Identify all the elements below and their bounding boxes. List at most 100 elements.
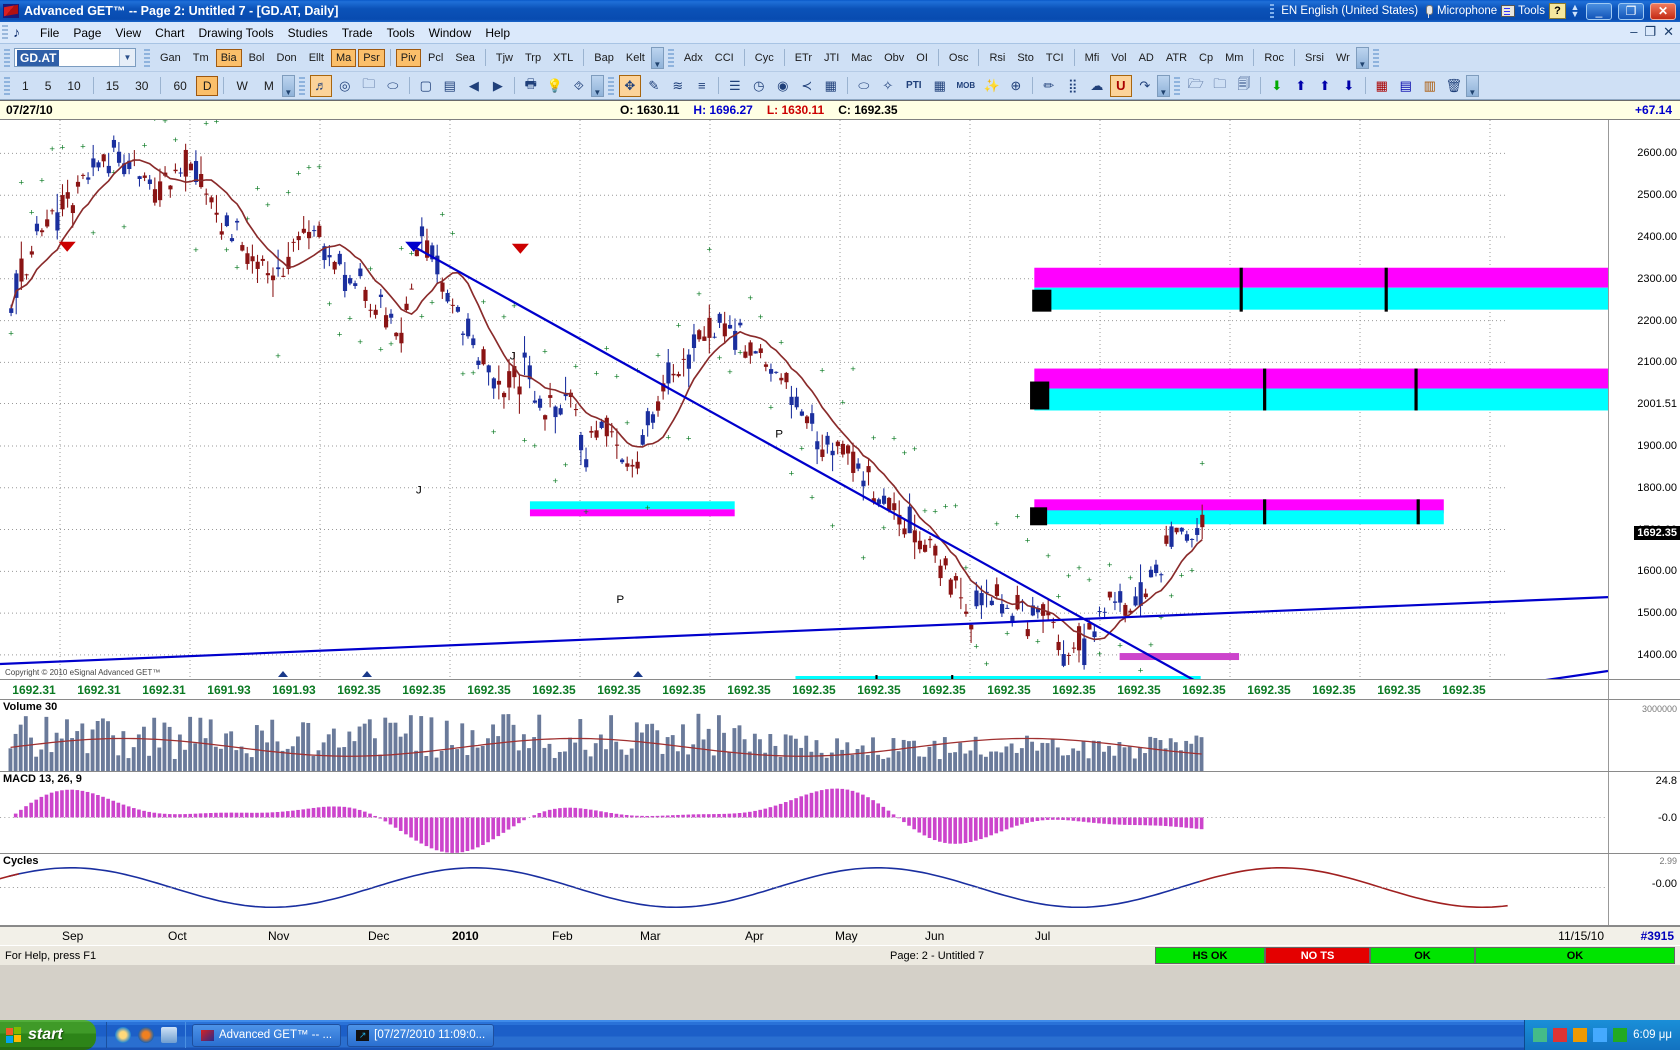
zoom-in-icon[interactable]: ⊕ xyxy=(1010,77,1022,93)
study-button-bia[interactable]: Bia xyxy=(215,48,242,67)
extra-toolbar-grip[interactable] xyxy=(1173,76,1180,95)
timeframe-button-5[interactable]: 5 xyxy=(44,78,52,93)
timeframe-button-w[interactable]: W xyxy=(236,78,248,93)
indicator-button-srsi[interactable]: Srsi xyxy=(1304,51,1324,64)
pencil-icon[interactable]: ✎ xyxy=(648,77,660,93)
menu-bar-grip[interactable] xyxy=(2,24,8,41)
timeframe-button-d[interactable]: D xyxy=(195,75,219,96)
extra-toolbar-overflow[interactable]: ▼ xyxy=(1465,74,1479,97)
parallel-lines-icon[interactable]: ☰ xyxy=(728,77,741,93)
status-cell-ts[interactable]: NO TS xyxy=(1265,947,1370,964)
redo-icon[interactable]: ↷ xyxy=(1139,77,1151,93)
timeframe-button-1[interactable]: 1 xyxy=(22,78,29,93)
crosshair-target-icon[interactable]: ✥ xyxy=(618,74,641,97)
tile-icon[interactable]: ⣿ xyxy=(1068,77,1078,93)
volume-pane[interactable]: Volume 30 3000000 xyxy=(0,700,1680,772)
camera-icon[interactable]: ◎ xyxy=(339,77,351,93)
bulb-icon[interactable]: 💡 xyxy=(546,77,563,93)
window-restore-button[interactable]: ❐ xyxy=(1618,2,1644,20)
indicator-button-adx[interactable]: Adx xyxy=(683,51,703,64)
indicator-button-mac[interactable]: Mac xyxy=(851,51,873,64)
window-minimize-button[interactable]: _ xyxy=(1586,2,1612,20)
folder-new-icon[interactable]: 🗀 xyxy=(1213,75,1227,91)
language-bar-expand-icon[interactable]: ▲ ▼ xyxy=(1570,2,1580,19)
trendline-set-icon[interactable]: ≋ xyxy=(672,77,684,93)
indicator-button-etr[interactable]: ETr xyxy=(794,51,813,64)
pti-icon[interactable]: PTI xyxy=(906,80,922,91)
table-icon[interactable]: ▦ xyxy=(933,77,946,93)
export-icon[interactable]: 🗐 xyxy=(1237,75,1251,91)
show-desktop-icon[interactable] xyxy=(161,1027,177,1043)
network-icon[interactable] xyxy=(1533,1028,1548,1042)
highlighter-icon[interactable]: ✏ xyxy=(1043,77,1055,93)
symbol-toolbar-grip[interactable] xyxy=(4,48,10,67)
mdi-minimize-button[interactable]: – xyxy=(1630,24,1638,39)
indicator-button-tci[interactable]: TCI xyxy=(1045,51,1064,64)
indicators-toolbar-overflow[interactable]: ▼ xyxy=(1355,46,1369,69)
up-arrow-icon[interactable]: ⬆ xyxy=(1319,77,1331,93)
study-button-psr[interactable]: Psr xyxy=(358,48,385,67)
help-cursor-icon[interactable]: ⯑ xyxy=(573,77,584,93)
status-cell-ok2[interactable]: OK xyxy=(1475,947,1675,964)
macd-pane[interactable]: MACD 13, 26, 9 24.8 -0.0 xyxy=(0,772,1680,854)
study-button-piv[interactable]: Piv xyxy=(395,48,422,67)
studies-toolbar-overflow[interactable]: ▼ xyxy=(650,46,664,69)
volume-icon[interactable] xyxy=(1573,1028,1588,1042)
microphone-button[interactable]: Microphone xyxy=(1422,4,1497,18)
study-button-bap[interactable]: Bap xyxy=(594,51,614,64)
indicator-button-cp[interactable]: Cp xyxy=(1199,51,1214,64)
trash-icon[interactable]: 🗑 xyxy=(1445,77,1463,93)
study-button-don[interactable]: Don xyxy=(276,51,297,64)
indicator-button-wr[interactable]: Wr xyxy=(1335,51,1350,64)
indicator-button-ad[interactable]: AD xyxy=(1138,51,1154,64)
internet-explorer-icon[interactable] xyxy=(115,1027,131,1043)
menu-item-chart[interactable]: Chart xyxy=(155,25,185,40)
fan-lines-icon[interactable]: ≺ xyxy=(801,77,813,93)
mob-icon[interactable]: MOB xyxy=(956,81,976,90)
timeframe-button-m[interactable]: M xyxy=(263,78,274,93)
draw-toolbar-overflow[interactable]: ▼ xyxy=(1156,74,1170,97)
indicator-button-atr[interactable]: ATR xyxy=(1165,51,1188,64)
timeframe-button-60[interactable]: 60 xyxy=(173,78,187,93)
macd-scale[interactable]: 24.8 -0.0 xyxy=(1608,772,1680,853)
study-button-trp[interactable]: Trp xyxy=(525,51,542,64)
lines-icon[interactable]: ▤ xyxy=(1399,77,1412,93)
volume-plot-area[interactable] xyxy=(0,700,1608,771)
fib-box-icon[interactable]: ▥ xyxy=(1423,77,1436,93)
studies-toolbar-grip[interactable] xyxy=(144,48,150,67)
save-page-icon[interactable]: ▤ xyxy=(443,77,456,93)
timeframe-button-30[interactable]: 30 xyxy=(135,78,149,93)
indicator-button-sto[interactable]: Sto xyxy=(1017,51,1034,64)
window-close-button[interactable]: ✕ xyxy=(1650,2,1676,20)
prev-page-icon[interactable]: ◀ xyxy=(468,77,479,93)
study-button-sea[interactable]: Sea xyxy=(455,51,475,64)
symbol-dropdown-icon[interactable]: ▼ xyxy=(119,49,135,66)
file-toolbar-grip[interactable] xyxy=(298,76,305,95)
indicator-button-roc[interactable]: Roc xyxy=(1264,51,1284,64)
study-button-pcl[interactable]: Pcl xyxy=(428,51,444,64)
taskbar-item-chart-window[interactable]: ↗ [07/27/2010 11:09:0... xyxy=(347,1023,495,1047)
shield-icon[interactable] xyxy=(1553,1028,1568,1042)
folder-icon[interactable]: 🗀 xyxy=(362,75,376,91)
magic-wand-icon[interactable]: ✨ xyxy=(983,77,1000,93)
price-chart-pane[interactable]: + + + + + + + + + + + + + + + + + + + + + + + + + + + + + + + + + + + + + + + +… xyxy=(0,120,1680,680)
menu-item-window[interactable]: Window xyxy=(428,25,472,40)
timeframe-toolbar-overflow[interactable]: ▼ xyxy=(281,74,295,97)
menu-item-page[interactable]: Page xyxy=(73,25,102,40)
taskbar-clock[interactable]: 6:09 μμ xyxy=(1633,1029,1672,1041)
indicator-button-jti[interactable]: JTI xyxy=(824,51,840,64)
study-button-xtl[interactable]: XTL xyxy=(553,51,574,64)
symbol-input[interactable]: GD.AT ▼ xyxy=(14,48,136,67)
status-cell-ok1[interactable]: OK xyxy=(1370,947,1475,964)
taskbar-item-advanced-get[interactable]: Advanced GET™ -- ... xyxy=(192,1023,342,1047)
calc-icon[interactable]: ▦ xyxy=(1375,77,1388,93)
language-tools-button[interactable]: Tools xyxy=(1501,5,1545,17)
language-help-button[interactable]: ? xyxy=(1549,3,1566,19)
study-button-bol[interactable]: Bol xyxy=(248,51,265,64)
toolbar-end-grip[interactable] xyxy=(1372,48,1379,67)
next-page-icon[interactable]: ▶ xyxy=(492,77,503,93)
timeframe-button-15[interactable]: 15 xyxy=(105,78,120,93)
ellipse-tool-icon[interactable]: ⬭ xyxy=(858,77,870,93)
language-indicator[interactable]: EN English (United States) xyxy=(1281,5,1419,17)
date-axis[interactable]: 11/15/10 #3915 Sep Oct Nov Dec 2010 Feb Mar Apr… xyxy=(0,926,1680,945)
